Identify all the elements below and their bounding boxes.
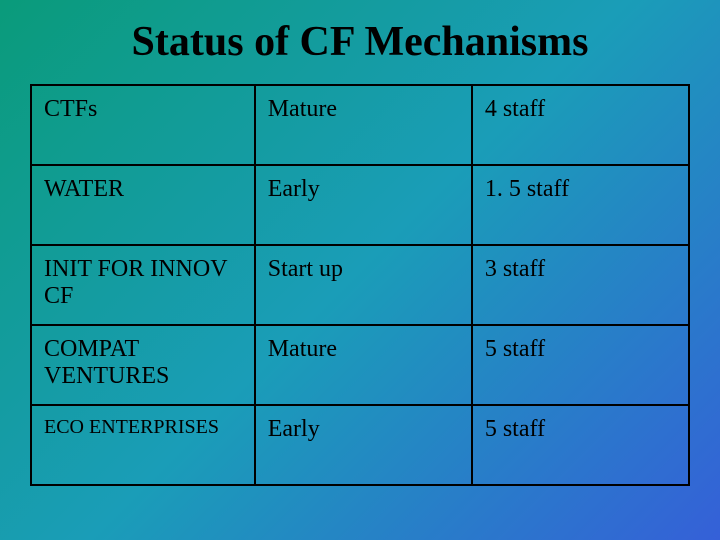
cell-staff: 3 staff bbox=[472, 245, 689, 325]
cell-staff: 4 staff bbox=[472, 85, 689, 165]
cell-status: Early bbox=[255, 165, 472, 245]
cell-status: Mature bbox=[255, 325, 472, 405]
table-row: INIT FOR INNOV CF Start up 3 staff bbox=[31, 245, 689, 325]
cell-staff: 5 staff bbox=[472, 405, 689, 485]
table-row: COMPAT VENTURES Mature 5 staff bbox=[31, 325, 689, 405]
cell-status: Mature bbox=[255, 85, 472, 165]
cell-name: CTFs bbox=[31, 85, 255, 165]
table-row: WATER Early 1. 5 staff bbox=[31, 165, 689, 245]
table-row: CTFs Mature 4 staff bbox=[31, 85, 689, 165]
slide: Status of CF Mechanisms CTFs Mature 4 st… bbox=[0, 0, 720, 540]
cell-name: WATER bbox=[31, 165, 255, 245]
cell-status: Start up bbox=[255, 245, 472, 325]
cell-name: COMPAT VENTURES bbox=[31, 325, 255, 405]
cell-name: INIT FOR INNOV CF bbox=[31, 245, 255, 325]
cell-staff: 5 staff bbox=[472, 325, 689, 405]
status-table: CTFs Mature 4 staff WATER Early 1. 5 sta… bbox=[30, 84, 690, 486]
table-row: ECO ENTERPRISES Early 5 staff bbox=[31, 405, 689, 485]
cell-staff: 1. 5 staff bbox=[472, 165, 689, 245]
cell-name: ECO ENTERPRISES bbox=[31, 405, 255, 485]
page-title: Status of CF Mechanisms bbox=[30, 18, 690, 66]
cell-status: Early bbox=[255, 405, 472, 485]
